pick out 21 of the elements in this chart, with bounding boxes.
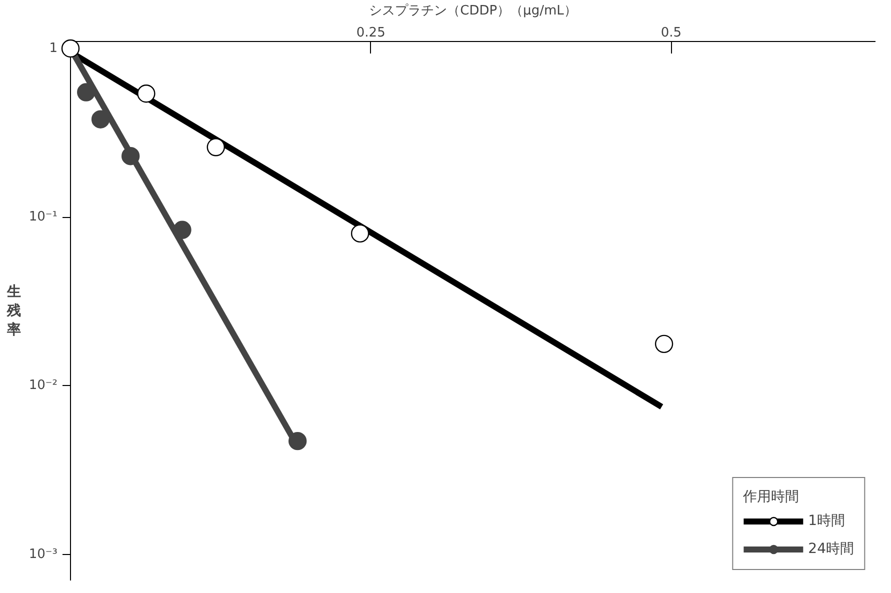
point <box>121 147 140 166</box>
y-axis-title: 生残率 <box>6 284 21 338</box>
point <box>61 39 80 58</box>
x-tick-label: 0.5 <box>660 26 682 40</box>
point <box>91 110 110 128</box>
point <box>288 432 307 450</box>
point <box>173 220 192 239</box>
legend-title: 作用時間 <box>743 488 800 506</box>
point <box>350 224 370 243</box>
point <box>137 84 156 103</box>
legend-label: 24時間 <box>808 540 854 558</box>
y-tick-label: 1 <box>49 40 58 56</box>
y-tick-label: 10⁻¹ <box>28 210 58 225</box>
y-tick-label: 10⁻² <box>28 378 58 394</box>
point <box>654 334 674 354</box>
x-tick-label: 0.25 <box>356 26 386 40</box>
y-tick-label: 10⁻³ <box>28 546 58 562</box>
point <box>77 83 96 102</box>
x-axis-title: シスプラチン（CDDP）（μg/mL） <box>369 4 577 18</box>
point <box>206 138 225 156</box>
legend-label: 1時間 <box>808 512 846 530</box>
